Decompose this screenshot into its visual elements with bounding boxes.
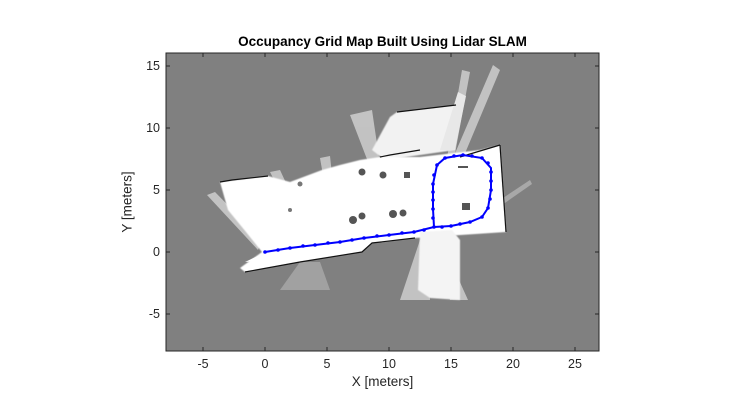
svg-text:25: 25 (568, 357, 582, 371)
x-ticks (202, 53, 576, 351)
svg-text:20: 20 (506, 357, 520, 371)
svg-text:5: 5 (153, 183, 160, 197)
svg-text:-5: -5 (197, 357, 208, 371)
svg-text:15: 15 (444, 357, 458, 371)
y-tick-labels: -5 0 5 10 15 (146, 59, 160, 321)
svg-text:0: 0 (153, 245, 160, 259)
svg-text:15: 15 (146, 59, 160, 73)
svg-text:5: 5 (324, 357, 331, 371)
axes-box (165, 52, 600, 352)
obstacles (288, 166, 470, 224)
trajectory (263, 153, 493, 254)
x-axis-label: X [meters] (351, 374, 414, 389)
x-tick-labels: -5 0 5 10 15 20 25 (197, 357, 582, 371)
svg-text:-5: -5 (149, 307, 160, 321)
chart-title: Occupancy Grid Map Built Using Lidar SLA… (238, 34, 527, 49)
svg-text:10: 10 (382, 357, 396, 371)
y-ticks (166, 65, 599, 315)
svg-text:10: 10 (146, 121, 160, 135)
svg-text:0: 0 (262, 357, 269, 371)
